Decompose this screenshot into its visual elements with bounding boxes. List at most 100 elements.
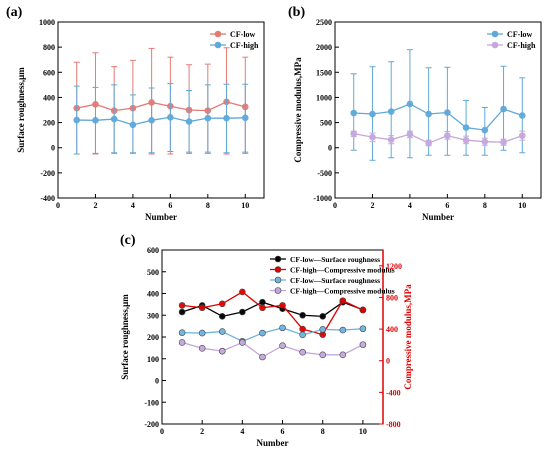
plot-frame bbox=[57, 21, 265, 199]
data-point bbox=[218, 347, 226, 355]
y-tick-label-right: 0 bbox=[386, 357, 390, 366]
y-tick-label: 600 bbox=[147, 246, 159, 255]
data-point bbox=[500, 138, 507, 146]
data-point bbox=[518, 112, 526, 119]
data-point bbox=[444, 132, 451, 139]
series-line bbox=[182, 291, 364, 336]
data-point bbox=[387, 108, 395, 115]
x-tick-label: 6 bbox=[445, 201, 449, 210]
x-tick-label: 8 bbox=[483, 201, 487, 210]
x-tick-label: 0 bbox=[160, 427, 164, 436]
data-point bbox=[387, 136, 395, 143]
panel-label: (b) bbox=[288, 5, 305, 20]
data-point bbox=[178, 339, 186, 346]
data-point bbox=[110, 115, 118, 123]
data-point bbox=[359, 341, 367, 348]
y-tick-label: 2500 bbox=[316, 18, 332, 27]
y-tick-label: 800 bbox=[43, 43, 55, 52]
data-point bbox=[279, 302, 286, 309]
y-tick-label: 0 bbox=[328, 144, 332, 153]
series-line bbox=[181, 301, 364, 318]
data-point bbox=[198, 345, 206, 352]
x-tick-label: 4 bbox=[408, 201, 412, 210]
x-tick-label: 8 bbox=[321, 427, 325, 436]
y-tick-label: 400 bbox=[147, 290, 159, 299]
panel-a: (a) 0 2 4 6 8 10 -400 -200 0 200 400 600 800 1000 Numbe… bbox=[6, 5, 265, 222]
legend-label: CF-high—Compressive modulus bbox=[290, 266, 395, 275]
data-point bbox=[239, 308, 246, 316]
legend-label: CF-high bbox=[507, 41, 536, 50]
data-point bbox=[259, 329, 266, 337]
legend-label: CF-low bbox=[507, 30, 533, 39]
x-tick-label: 6 bbox=[168, 201, 172, 210]
data-point bbox=[406, 100, 414, 108]
data-point bbox=[185, 118, 193, 125]
data-point bbox=[518, 132, 526, 139]
x-tick-label: 6 bbox=[281, 427, 285, 436]
y-tick-label: -200 bbox=[40, 169, 55, 178]
y-tick-label: 2000 bbox=[316, 43, 332, 52]
y-tick-label: 100 bbox=[147, 355, 159, 364]
data-point bbox=[204, 114, 212, 122]
data-point bbox=[73, 116, 81, 124]
legend-marker bbox=[491, 30, 499, 38]
y-tick-label-right: 400 bbox=[386, 325, 398, 334]
data-point bbox=[481, 126, 489, 134]
panel-label: (c) bbox=[120, 233, 136, 248]
data-point bbox=[241, 114, 249, 122]
legend-label: CF-high bbox=[230, 41, 259, 50]
panel-c: (c) 0 2 4 6 8 10 -200 -100 0 100 200 300 400 500 600 -80… bbox=[120, 233, 413, 448]
legend-marker bbox=[274, 255, 282, 263]
x-tick-label: 4 bbox=[131, 201, 135, 210]
x-tick-label: 10 bbox=[518, 201, 526, 210]
data-point bbox=[425, 110, 432, 118]
series-line bbox=[76, 101, 246, 112]
data-point bbox=[350, 130, 358, 137]
data-point bbox=[167, 113, 174, 121]
series-line bbox=[353, 103, 523, 131]
data-point bbox=[481, 138, 489, 145]
y-tick-label: -200 bbox=[144, 420, 159, 429]
series-line bbox=[181, 341, 364, 358]
data-point bbox=[218, 328, 226, 335]
y-tick-label: 500 bbox=[320, 119, 332, 128]
data-point bbox=[350, 109, 358, 117]
y-tick-label-right: -400 bbox=[386, 388, 401, 397]
data-point bbox=[359, 306, 367, 314]
data-point bbox=[279, 324, 286, 332]
y-tick-label: -1000 bbox=[313, 194, 332, 203]
y-tick-label: -100 bbox=[144, 398, 159, 407]
y-axis-label: Compressive modulus,MPa bbox=[293, 57, 303, 163]
y-tick-label: 600 bbox=[43, 68, 55, 77]
y-tick-label: 1500 bbox=[316, 68, 332, 77]
legend-marker bbox=[274, 276, 282, 284]
y-tick-label: 300 bbox=[147, 311, 159, 320]
plot-frame bbox=[334, 21, 542, 199]
data-point bbox=[218, 300, 226, 308]
data-point bbox=[369, 133, 376, 141]
y-tick-label: 1000 bbox=[39, 18, 55, 27]
data-point bbox=[339, 297, 347, 304]
x-tick-label: 2 bbox=[93, 201, 97, 210]
panel-label: (a) bbox=[6, 5, 23, 20]
y-tick-label: 0 bbox=[155, 377, 159, 386]
legend-marker bbox=[491, 41, 499, 49]
y-tick-label: 0 bbox=[51, 144, 55, 153]
y-tick-label: 200 bbox=[147, 333, 159, 342]
data-point bbox=[198, 304, 206, 312]
data-point bbox=[462, 124, 470, 131]
data-point bbox=[339, 326, 347, 334]
data-point bbox=[279, 342, 286, 350]
legend-marker bbox=[214, 41, 222, 49]
data-point bbox=[239, 288, 246, 296]
y-tick-label: 1000 bbox=[316, 93, 332, 102]
data-point bbox=[148, 117, 155, 124]
data-point bbox=[223, 114, 230, 122]
data-point bbox=[319, 313, 327, 320]
data-point bbox=[198, 329, 206, 337]
legend-label: CF-high—Compressive modulus bbox=[290, 287, 395, 296]
y-tick-label: -400 bbox=[40, 194, 55, 203]
legend-label: CF-low bbox=[230, 30, 256, 39]
